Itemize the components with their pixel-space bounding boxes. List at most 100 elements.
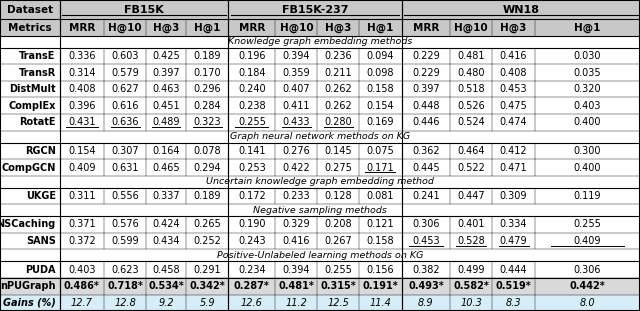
- Text: H@3: H@3: [325, 22, 351, 33]
- Text: 0.170: 0.170: [193, 67, 221, 77]
- Bar: [0, 98, 640, 114]
- Text: 0.311: 0.311: [68, 191, 95, 201]
- Text: 0.396: 0.396: [68, 101, 95, 111]
- Text: 0.291: 0.291: [193, 265, 221, 275]
- Text: 0.397: 0.397: [412, 84, 440, 94]
- Text: 0.486*: 0.486*: [64, 281, 100, 291]
- Text: 0.267: 0.267: [324, 236, 352, 246]
- Text: 5.9: 5.9: [200, 298, 215, 308]
- Text: 0.307: 0.307: [111, 146, 139, 156]
- Text: 0.475: 0.475: [500, 101, 527, 111]
- Text: 0.035: 0.035: [573, 67, 602, 77]
- Text: 0.623: 0.623: [111, 265, 139, 275]
- Text: 0.337: 0.337: [152, 191, 180, 201]
- Bar: [0, 261, 640, 278]
- Text: H@1: H@1: [574, 22, 601, 33]
- Text: 9.2: 9.2: [158, 298, 174, 308]
- Text: 0.499: 0.499: [458, 265, 484, 275]
- Text: 0.416: 0.416: [283, 236, 310, 246]
- Text: 0.382: 0.382: [412, 265, 440, 275]
- Text: Dataset: Dataset: [6, 5, 53, 15]
- Text: 0.094: 0.094: [367, 51, 394, 61]
- Bar: [0, 81, 640, 98]
- Text: 0.493*: 0.493*: [408, 281, 444, 291]
- Text: 0.252: 0.252: [193, 236, 221, 246]
- Text: 0.631: 0.631: [111, 163, 139, 173]
- Text: 0.636: 0.636: [111, 118, 139, 128]
- Text: 0.582*: 0.582*: [453, 281, 489, 291]
- Text: 0.464: 0.464: [458, 146, 484, 156]
- Text: 0.189: 0.189: [194, 191, 221, 201]
- Text: 0.371: 0.371: [68, 220, 96, 230]
- Bar: [0, 204, 640, 216]
- Text: 11.2: 11.2: [285, 298, 307, 308]
- Text: CompGCN: CompGCN: [1, 163, 56, 173]
- Bar: [0, 131, 640, 143]
- Text: FB15K-237: FB15K-237: [282, 5, 348, 15]
- Text: 0.262: 0.262: [324, 101, 352, 111]
- Text: 0.394: 0.394: [283, 265, 310, 275]
- Text: MRR: MRR: [413, 22, 439, 33]
- Text: 0.284: 0.284: [193, 101, 221, 111]
- Text: TransE: TransE: [19, 51, 56, 61]
- Text: Knowledge graph embedding methods: Knowledge graph embedding methods: [228, 37, 412, 46]
- Text: 0.576: 0.576: [111, 220, 139, 230]
- Text: 0.599: 0.599: [111, 236, 139, 246]
- Text: 0.275: 0.275: [324, 163, 352, 173]
- Text: 0.184: 0.184: [238, 67, 266, 77]
- Text: 0.241: 0.241: [412, 191, 440, 201]
- Text: 0.481*: 0.481*: [278, 281, 314, 291]
- Text: 10.3: 10.3: [460, 298, 482, 308]
- Text: 0.409: 0.409: [68, 163, 95, 173]
- Text: Uncertain knowledge graph embedding method: Uncertain knowledge graph embedding meth…: [206, 177, 434, 186]
- Bar: [0, 48, 640, 64]
- Text: 0.603: 0.603: [111, 51, 139, 61]
- Text: SANS: SANS: [26, 236, 56, 246]
- Bar: [0, 36, 640, 48]
- Bar: [0, 159, 640, 176]
- Text: 0.480: 0.480: [458, 67, 484, 77]
- Text: Positive-Unlabeled learning methods on KG: Positive-Unlabeled learning methods on K…: [217, 251, 423, 260]
- Text: 12.7: 12.7: [71, 298, 93, 308]
- Bar: [0, 114, 640, 131]
- Text: 0.411: 0.411: [283, 101, 310, 111]
- Text: 0.169: 0.169: [367, 118, 394, 128]
- Text: 0.445: 0.445: [412, 163, 440, 173]
- Text: 0.172: 0.172: [238, 191, 266, 201]
- Text: 0.579: 0.579: [111, 67, 139, 77]
- Text: 0.121: 0.121: [367, 220, 394, 230]
- Text: NSCaching: NSCaching: [0, 220, 56, 230]
- Text: 0.255: 0.255: [324, 265, 352, 275]
- Text: 0.416: 0.416: [500, 51, 527, 61]
- Text: H@3: H@3: [500, 22, 527, 33]
- Text: H@3: H@3: [153, 22, 179, 33]
- Text: 8.0: 8.0: [580, 298, 595, 308]
- Text: 8.9: 8.9: [418, 298, 434, 308]
- Text: 0.556: 0.556: [111, 191, 139, 201]
- Text: 0.453: 0.453: [500, 84, 527, 94]
- Text: 0.627: 0.627: [111, 84, 139, 94]
- Bar: [0, 64, 640, 81]
- Text: H@10: H@10: [454, 22, 488, 33]
- Text: 0.334: 0.334: [500, 220, 527, 230]
- Text: 0.296: 0.296: [193, 84, 221, 94]
- Text: 0.276: 0.276: [282, 146, 310, 156]
- Text: 0.442*: 0.442*: [570, 281, 605, 291]
- Text: 0.329: 0.329: [282, 220, 310, 230]
- Text: DistMult: DistMult: [9, 84, 56, 94]
- Bar: [0, 19, 640, 36]
- Text: 0.471: 0.471: [500, 163, 527, 173]
- Text: 0.474: 0.474: [500, 118, 527, 128]
- Text: 0.431: 0.431: [68, 118, 95, 128]
- Text: 0.359: 0.359: [282, 67, 310, 77]
- Text: 11.4: 11.4: [369, 298, 392, 308]
- Text: 0.463: 0.463: [152, 84, 180, 94]
- Text: 0.522: 0.522: [457, 163, 485, 173]
- Text: 0.158: 0.158: [367, 236, 394, 246]
- Text: 0.394: 0.394: [283, 51, 310, 61]
- Text: 0.519*: 0.519*: [496, 281, 531, 291]
- Text: 0.616: 0.616: [111, 101, 139, 111]
- Text: 0.451: 0.451: [152, 101, 180, 111]
- Text: WN18: WN18: [502, 5, 540, 15]
- Text: nPUGraph: nPUGraph: [0, 281, 56, 291]
